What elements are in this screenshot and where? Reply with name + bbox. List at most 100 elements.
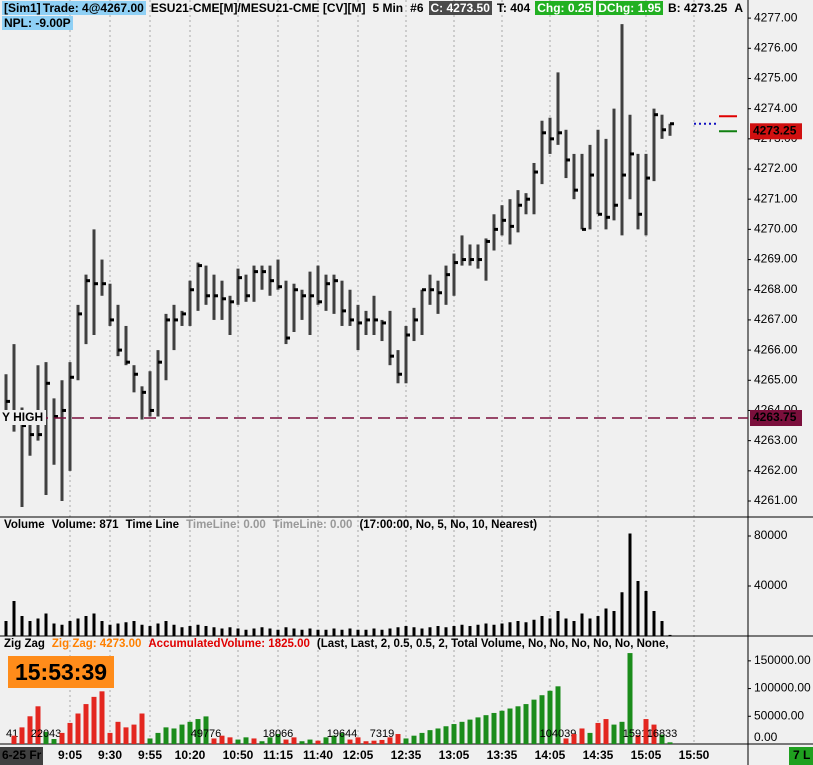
zigzag-bar (619, 721, 625, 744)
volume-bar (212, 627, 216, 636)
zigzag-bar (515, 706, 521, 744)
zigzag-bar (131, 724, 137, 744)
zigzag-bar (539, 695, 545, 744)
volume-bar (244, 629, 248, 636)
zigzag-bar (627, 653, 633, 744)
volume-bar (100, 621, 104, 636)
volume-bar (84, 616, 88, 636)
x-tick-label: 14:35 (583, 748, 614, 762)
zigzag-bar (291, 737, 297, 744)
y-tick-label: 50000.00 (754, 708, 804, 722)
zigzag-bar (347, 739, 353, 744)
volume-bar (572, 621, 576, 636)
volume-bar (548, 618, 552, 636)
volume-bar (500, 623, 504, 636)
zigzag-bar (523, 704, 529, 744)
reference-value: 4263.75 (753, 410, 797, 424)
zigzag-bar (203, 716, 209, 744)
volume-bar (284, 627, 288, 636)
y-tick-label: 80000 (754, 528, 788, 542)
study-value: AccumulatedVolume: 1825.00 (148, 638, 310, 650)
zigzag-bar (179, 724, 185, 744)
volume-bar (116, 623, 120, 636)
zigzag-bar (563, 738, 569, 744)
reference-label-bg (0, 410, 46, 426)
zigzag-value-label: 16833 (647, 728, 678, 740)
zigzag-bar (11, 735, 17, 744)
zigzag-bar (67, 722, 73, 744)
status-bg (789, 747, 813, 765)
y-tick-label: 4261.00 (754, 493, 798, 507)
zigzag-bar (411, 735, 417, 744)
zigzag-bar (43, 731, 49, 744)
x-tick-label: 14:05 (535, 748, 566, 762)
volume-bar (620, 592, 624, 636)
volume-bar (276, 629, 280, 636)
zigzag-bar (251, 738, 257, 744)
date-label: 6-25 Fr (2, 748, 42, 762)
zigzag-bar (187, 721, 193, 744)
volume-bar (444, 627, 448, 636)
volume-bar (52, 623, 56, 636)
volume-bar (636, 581, 640, 636)
volume-bar (428, 627, 432, 636)
volume-bar (180, 627, 184, 636)
y-tick-label: 4277.00 (754, 10, 798, 24)
trade: Trade: 4@4267.00 (40, 1, 146, 15)
zigzag-header: Zig Zag Zig Zag: 4273.00 AccumulatedVolume… (2, 638, 746, 650)
volume-bar (156, 623, 160, 636)
status: 7 L (793, 748, 810, 762)
zigzag-bar (107, 732, 113, 744)
volume-bar (540, 616, 544, 636)
zigzag-bar (603, 719, 609, 744)
volume-bar (396, 627, 400, 636)
study-params: (Last, Last, 2, 0.5, 0.5, 2, Total Volum… (316, 638, 669, 650)
zigzag-bar (323, 737, 329, 744)
zigzag-bar (651, 724, 657, 744)
x-tick-label: 9:55 (138, 748, 162, 762)
zigzag-value-label: 19644 (327, 728, 358, 740)
zigzag-bar (307, 739, 313, 744)
volume-bar (532, 619, 536, 636)
zigzag-bar (587, 732, 593, 744)
zigzag-value-label: 104039 (540, 728, 577, 740)
zigzag-bar (387, 737, 393, 744)
volume-bar (308, 628, 312, 636)
y-tick-label: 4263.00 (754, 433, 798, 447)
volume-bar (580, 613, 584, 636)
close: C: 4273.50 (428, 1, 492, 15)
volume-bar (164, 621, 168, 636)
x-tick-label: 11:40 (303, 748, 333, 762)
volume-bar (36, 618, 40, 636)
interval: 5 Min (372, 1, 404, 15)
volume-bar (604, 608, 608, 636)
zigzag-bar (435, 728, 441, 744)
zigzag-bar (611, 724, 617, 744)
zigzag-bar (171, 728, 177, 744)
y-tick-label: 4272.00 (754, 161, 798, 175)
zigzag-bar (123, 727, 129, 744)
study-params: (17:00:00, No, 5, No, 10, Nearest) (359, 519, 538, 531)
daily-change: DChg: 1.95 (596, 1, 663, 15)
zigzag-bar (115, 721, 121, 744)
x-tick-label: 13:35 (487, 748, 518, 762)
zigzag-bar (555, 686, 561, 744)
volume-bar (236, 628, 240, 636)
volume-bar (356, 629, 360, 636)
x-tick-label: 9:05 (58, 748, 82, 762)
y-tick-label: 4267.00 (754, 312, 798, 326)
volume-bar (68, 621, 72, 636)
zigzag-bar (75, 713, 81, 744)
volume-header: Volume Volume: 871 Time Line TimeLine: 0.00… (2, 519, 542, 531)
zigzag-bar (59, 732, 65, 744)
zigzag-bar (299, 741, 305, 744)
zigzag-bar (363, 741, 369, 744)
study-title: Volume (4, 519, 45, 531)
volume-bar (628, 533, 632, 636)
ticks: T: 404 (496, 1, 531, 15)
volume-bar (372, 628, 376, 636)
zigzag-value-label: 7319 (370, 728, 394, 740)
zigzag-bar (459, 721, 465, 744)
volume-bar (460, 624, 464, 636)
clock: 15:53:39 (8, 656, 114, 688)
